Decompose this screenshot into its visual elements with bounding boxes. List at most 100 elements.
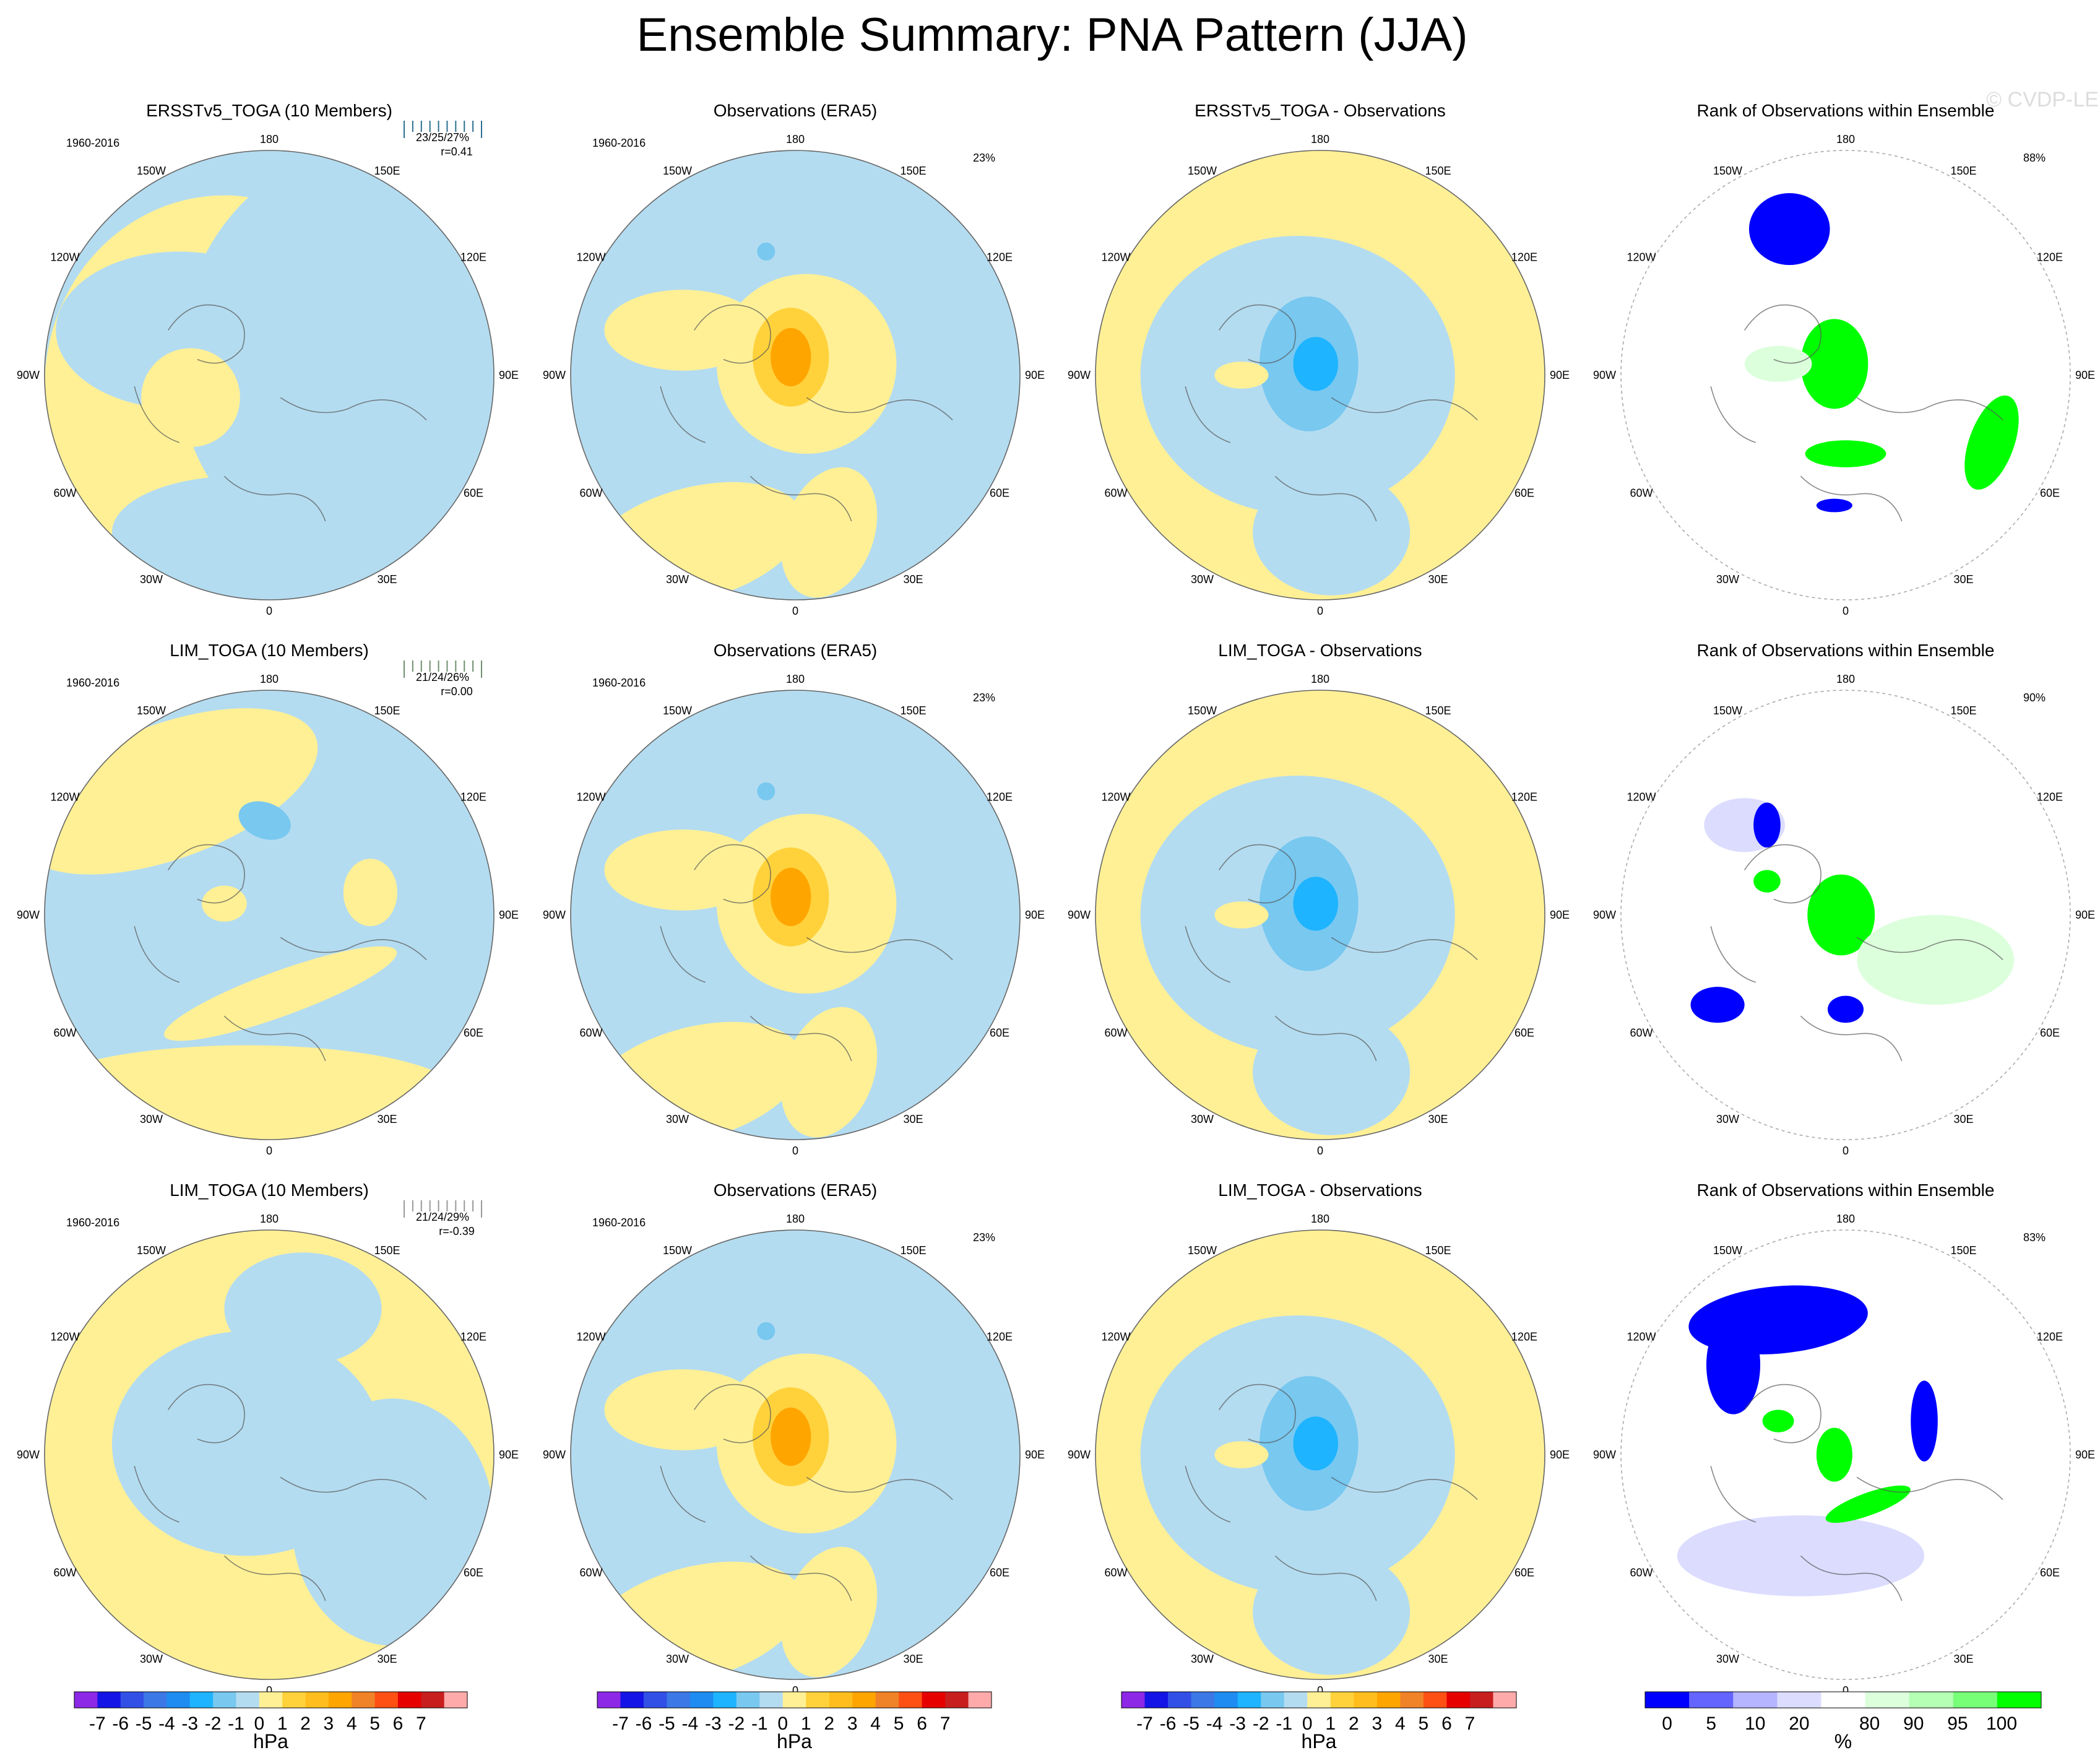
- colorbar-tick-label: 0: [1662, 1713, 1672, 1734]
- colorbar-swatch: [1645, 1692, 1690, 1708]
- longitude-label: 150W: [663, 165, 692, 177]
- colorbar-swatch: [1953, 1692, 1998, 1708]
- colorbar-swatch: [806, 1692, 830, 1708]
- longitude-label: 90W: [17, 909, 40, 921]
- longitude-label: 60E: [2040, 1567, 2060, 1579]
- panel-r2-obs: 180 150E 120E 90E 60E 30E 0 30W 60W 90W 120W 150W Ob…: [543, 1180, 1045, 1697]
- field-contour-4: [780, 1546, 878, 1678]
- longitude-label: 150W: [1188, 165, 1217, 177]
- colorbar-swatch: [1354, 1692, 1378, 1708]
- colorbar-tick-label: 80: [1859, 1713, 1880, 1734]
- longitude-label: 90W: [1593, 909, 1616, 921]
- panel-title: ERSSTv5_TOGA - Observations: [1195, 101, 1446, 120]
- longitude-label: 150W: [663, 1244, 692, 1257]
- longitude-label: 180: [1836, 673, 1855, 685]
- longitude-label: 180: [260, 673, 279, 685]
- colorbar-1: -7 -6 -5 -4 -3 -2 -1 0 1 2 3 4 5 6 7 hPa: [597, 1691, 992, 1752]
- period-label: 1960-2016: [592, 1216, 646, 1229]
- longitude-label: 30W: [666, 573, 689, 586]
- longitude-label: 0: [1843, 605, 1849, 617]
- longitude-label: 60W: [1630, 1027, 1653, 1039]
- colorbar-swatch: [1400, 1692, 1424, 1708]
- field-contour-3: [1964, 395, 2019, 490]
- variance-percent: 88%: [2023, 152, 2046, 164]
- longitude-label: 60E: [2040, 1027, 2060, 1039]
- colorbar-tick-label: -7: [1136, 1713, 1153, 1734]
- field-contour-4: [1293, 337, 1339, 391]
- longitude-label: 90W: [543, 1449, 566, 1461]
- longitude-label: 150E: [1425, 165, 1451, 177]
- longitude-label: 90E: [1025, 1449, 1045, 1461]
- map-field: [1095, 1230, 1545, 1679]
- longitude-label: 150E: [374, 704, 400, 717]
- colorbar-swatch: [1191, 1692, 1215, 1708]
- coastline-outline: [134, 844, 427, 1062]
- pattern-correlation: r=0.00: [441, 685, 473, 698]
- colorbar-swatch: [144, 1692, 167, 1708]
- colorbar-swatch: [1214, 1692, 1238, 1708]
- ensemble-pct-stats: 21/24/26%: [416, 671, 469, 683]
- field-contour-7: [757, 1322, 776, 1340]
- longitude-label: 180: [1311, 673, 1329, 685]
- colorbar-swatch: [1168, 1692, 1192, 1708]
- member-tick-marks: [404, 661, 482, 678]
- longitude-label: 30E: [903, 573, 923, 586]
- longitude-label: 120E: [460, 1331, 486, 1343]
- longitude-label: 90E: [499, 1449, 519, 1461]
- pattern-correlation: r=0.41: [441, 145, 473, 158]
- colorbar-tick-label: 7: [940, 1713, 951, 1734]
- colorbar-swatch: [1237, 1692, 1261, 1708]
- longitude-label: 150E: [1950, 704, 1976, 717]
- colorbar-frame: [597, 1691, 992, 1709]
- colorbar-unit: %: [1834, 1730, 1852, 1752]
- colorbar-swatch: [1144, 1692, 1169, 1708]
- colorbar-0: -7 -6 -5 -4 -3 -2 -1 0 1 2 3 4 5 6 7 hPa: [74, 1691, 468, 1752]
- colorbar-tick-label: 3: [847, 1713, 858, 1734]
- longitude-label: 120W: [1102, 251, 1131, 264]
- field-contour-6: [238, 801, 291, 840]
- colorbar-swatch: [1865, 1692, 1910, 1708]
- field-contour-5: [1816, 1427, 1852, 1482]
- period-label: 1960-2016: [592, 677, 646, 689]
- longitude-label: 150W: [1713, 165, 1742, 177]
- longitude-label: 120E: [987, 1331, 1013, 1343]
- colorbar-swatch: [1777, 1692, 1821, 1708]
- longitude-label: 150E: [1425, 1244, 1451, 1257]
- coastline-outline: [660, 304, 953, 522]
- longitude-label: 60W: [1630, 487, 1653, 500]
- field-contour-7: [757, 782, 776, 800]
- colorbar-tick-label: 4: [870, 1713, 881, 1734]
- colorbar-frame: [1121, 1691, 1517, 1709]
- map-boundary: [570, 690, 1021, 1140]
- colorbar-tick-label: 6: [1441, 1713, 1452, 1734]
- field-contour-2: [604, 830, 762, 911]
- longitude-label: 150W: [137, 704, 166, 717]
- colorbar-tick-label: 5: [1419, 1713, 1429, 1734]
- coastline-outline: [660, 1384, 953, 1601]
- map-field: [1095, 150, 1545, 600]
- longitude-label: 30E: [1428, 573, 1448, 586]
- watermark-text: © CVDP-LE: [1986, 88, 2099, 111]
- panel-r1-obs: 180 150E 120E 90E 60E 30E 0 30W 60W 90W 120W 150W Ob…: [543, 641, 1045, 1157]
- panel-r1-rank: 180 150E 120E 90E 60E 30E 0 30W 60W 90W 120W 150W Ra…: [1593, 641, 2095, 1157]
- longitude-label: 120E: [2037, 791, 2063, 804]
- map-boundary: [570, 1229, 1021, 1680]
- longitude-label: 60W: [1105, 487, 1128, 500]
- colorbar-tick-label: 90: [1903, 1713, 1924, 1734]
- longitude-label: 90W: [17, 1449, 40, 1461]
- longitude-label: 120W: [577, 251, 606, 264]
- colorbar-swatch: [374, 1692, 399, 1708]
- panel-r0-rank: 180 150E 120E 90E 60E 30E 0 30W 60W 90W 120W 150W Ra…: [1593, 101, 2095, 617]
- colorbar-swatch: [899, 1692, 923, 1708]
- field-contour-4: [111, 476, 360, 589]
- colorbar-swatch: [1121, 1692, 1146, 1708]
- colorbar-tick-label: 1: [801, 1713, 811, 1734]
- colorbar-swatch: [759, 1692, 784, 1708]
- longitude-label: 30W: [140, 573, 163, 586]
- panel-r2-rank: 180 150E 120E 90E 60E 30E 0 30W 60W 90W 120W 150W Ra…: [1593, 1180, 2095, 1697]
- longitude-label: 60W: [54, 487, 77, 500]
- longitude-label: 90W: [1593, 369, 1616, 381]
- colorbar-tick-label: -5: [136, 1713, 152, 1734]
- map-boundary: [44, 1229, 495, 1680]
